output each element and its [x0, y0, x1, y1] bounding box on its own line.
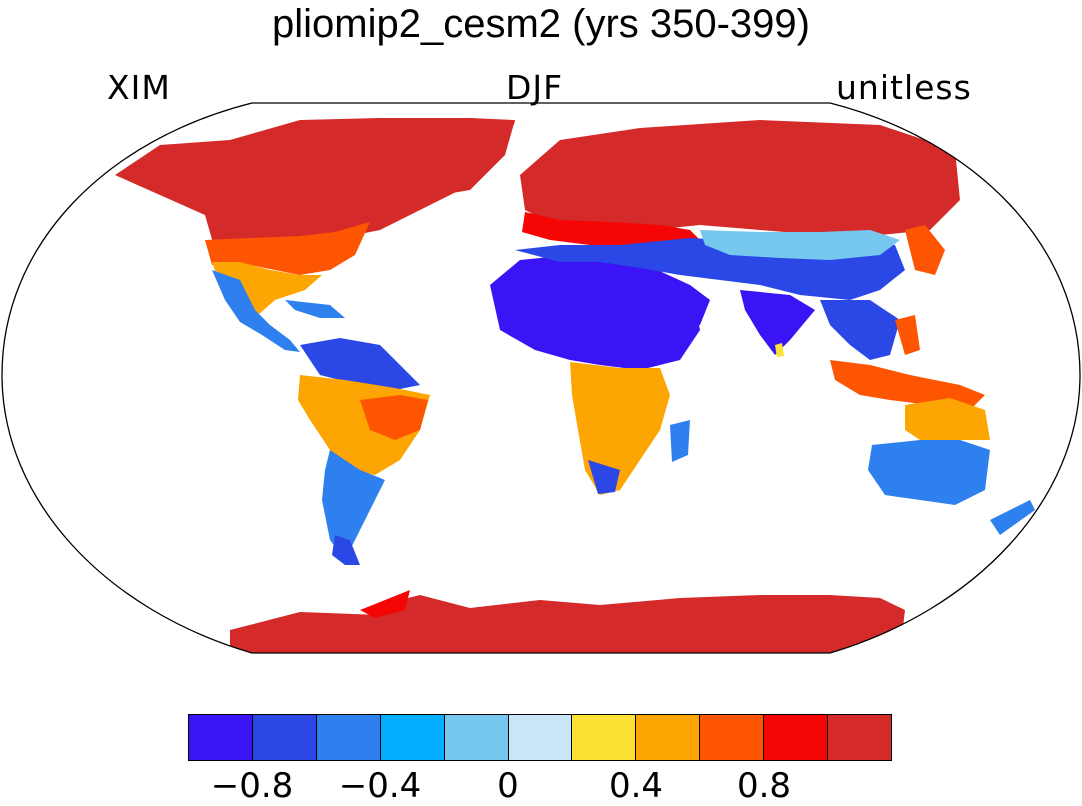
- africa-south: [570, 362, 670, 495]
- philippines: [895, 315, 920, 355]
- north-america-mid: [205, 222, 370, 275]
- japan: [905, 225, 945, 275]
- colorbar-swatch: [380, 715, 445, 760]
- new-zealand: [990, 500, 1035, 535]
- madagascar: [670, 420, 690, 462]
- indonesia: [830, 360, 985, 410]
- north-america-north: [115, 118, 515, 250]
- eurasia-north: [520, 120, 960, 235]
- colorbar-swatch: [252, 715, 317, 760]
- colorbar-swatch: [508, 715, 573, 760]
- colorbar-tick-label: 0: [497, 766, 519, 806]
- land-field: [115, 118, 1035, 653]
- colorbar-tick-label: −0.4: [338, 766, 422, 806]
- colorbar-tick-label: −0.8: [210, 766, 294, 806]
- colorbar-swatch: [316, 715, 381, 760]
- mexico: [212, 270, 300, 352]
- south-america-south: [322, 450, 385, 560]
- units-label: unitless: [836, 68, 972, 107]
- south-america-east: [360, 395, 428, 440]
- southeast-asia: [820, 300, 900, 360]
- africa-north: [490, 255, 700, 370]
- colorbar-swatch: [700, 715, 765, 760]
- sri-lanka: [775, 343, 784, 357]
- colorbar-swatch: [189, 715, 253, 760]
- antarctic-peninsula: [360, 590, 410, 618]
- colorbar-swatch: [828, 715, 891, 760]
- australia-south: [868, 440, 990, 505]
- map-title: pliomip2_cesm2 (yrs 350-399): [271, 2, 810, 46]
- map-boundary: [1, 102, 1081, 654]
- asia-central: [700, 230, 900, 260]
- season-label: DJF: [506, 68, 564, 107]
- arabia: [650, 280, 710, 335]
- australia-north: [905, 398, 990, 440]
- colorbar-swatch: [572, 715, 637, 760]
- variable-label: XIM: [107, 68, 171, 107]
- colorbar-tick-label: 0.8: [736, 766, 792, 806]
- greenland: [410, 118, 515, 195]
- colorbar-swatch: [444, 715, 509, 760]
- colorbar: [188, 714, 892, 761]
- antarctica: [230, 595, 905, 653]
- colorbar-swatch: [636, 715, 701, 760]
- colorbar-swatch: [764, 715, 829, 760]
- africa-tip: [588, 460, 620, 494]
- south-america-north: [300, 338, 420, 390]
- europe-south: [522, 212, 700, 245]
- india: [740, 290, 815, 355]
- colorbar-tick-label: 0.4: [608, 766, 664, 806]
- caribbean: [285, 300, 345, 318]
- patagonia: [332, 535, 360, 565]
